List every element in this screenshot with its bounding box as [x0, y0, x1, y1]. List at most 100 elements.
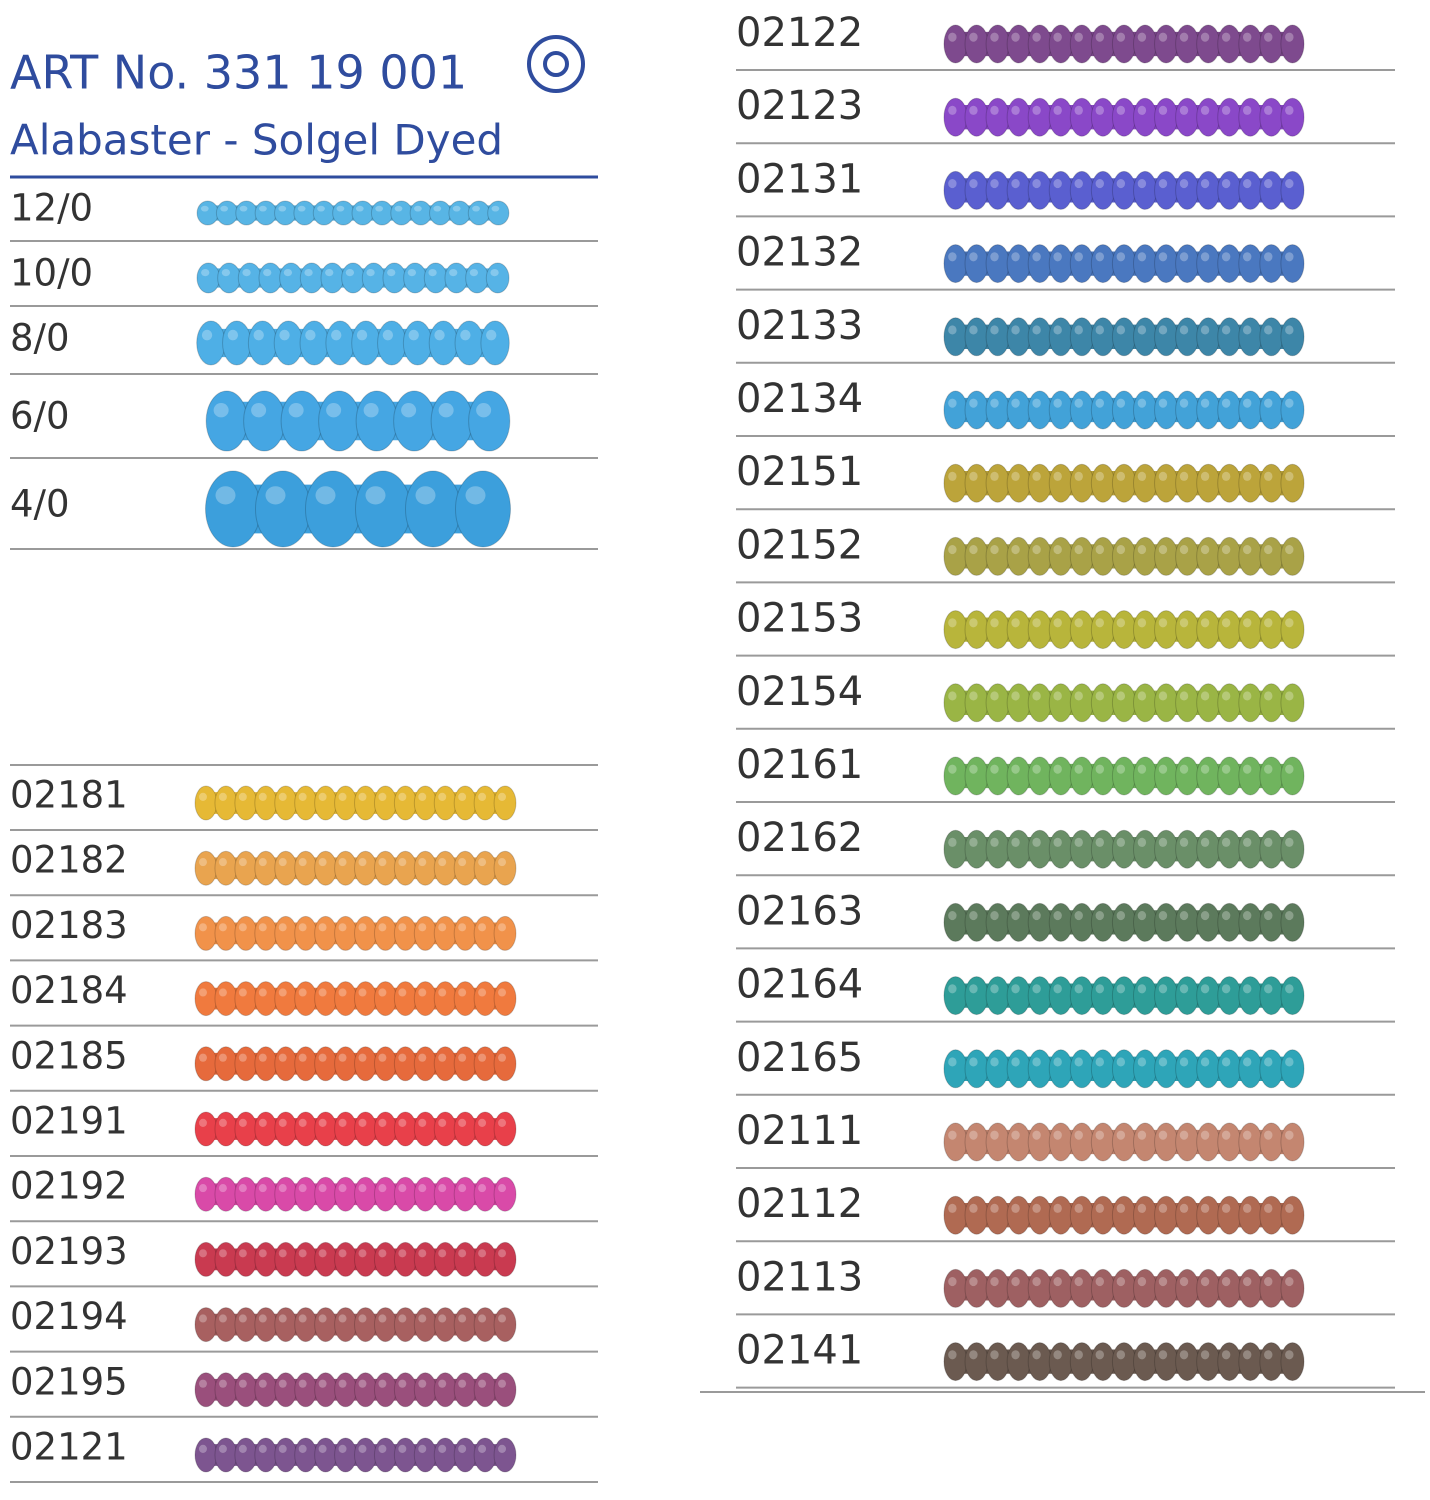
bead [453, 850, 477, 886]
bead [1259, 24, 1284, 64]
bead-highlight [458, 1379, 467, 1388]
bead-highlight [1179, 32, 1189, 42]
bead [354, 785, 377, 821]
bead [1111, 1049, 1137, 1089]
bead [196, 200, 219, 226]
bead-highlight [1074, 545, 1083, 555]
bead-highlight [1221, 1130, 1231, 1140]
bead-highlight [948, 764, 957, 774]
bead [1027, 756, 1052, 796]
bead-highlight [398, 1379, 407, 1388]
bead [234, 1241, 258, 1277]
bead [214, 850, 238, 886]
bead-highlight [1053, 837, 1062, 847]
bead-highlight [969, 618, 978, 628]
bead-highlight [1116, 837, 1126, 847]
bead [453, 1307, 477, 1343]
bead [1259, 829, 1284, 869]
bead [1069, 610, 1094, 650]
bead [373, 1046, 397, 1082]
bead-highlight [358, 1249, 367, 1258]
bead [1196, 536, 1221, 576]
bead-highlight [1285, 32, 1294, 42]
bead-highlight [215, 486, 236, 505]
bead-highlight [378, 792, 387, 801]
bead-highlight [259, 205, 267, 212]
bead [413, 981, 437, 1017]
bead [1217, 317, 1242, 357]
bead [1259, 170, 1284, 210]
color-code: 02132 [736, 230, 863, 276]
bead [985, 24, 1010, 64]
bead-highlight [990, 545, 999, 555]
bead-highlight [1053, 1130, 1062, 1140]
bead [493, 1111, 517, 1147]
bead [274, 1241, 298, 1277]
bead [453, 981, 477, 1017]
color-code: 02123 [736, 83, 863, 129]
bead [943, 390, 968, 430]
bead [1090, 536, 1116, 576]
bead-highlight [969, 1130, 978, 1140]
bead-highlight [1285, 179, 1294, 189]
bead-highlight [458, 858, 467, 867]
bead-highlight [1137, 1203, 1147, 1213]
bead-highlight [1053, 105, 1062, 115]
bead-highlight [1074, 911, 1083, 921]
bead [964, 244, 989, 284]
bead [1132, 1342, 1158, 1382]
bead-highlight [378, 858, 387, 867]
bead-strand [943, 756, 1305, 796]
bead [1238, 683, 1263, 723]
bead-highlight [498, 1379, 507, 1388]
bead-highlight [298, 1444, 307, 1453]
bead-strand [943, 1195, 1305, 1235]
bead-highlight [1242, 618, 1252, 628]
color-code: 02185 [10, 1034, 128, 1077]
bead-highlight [1242, 105, 1252, 115]
bead [453, 1176, 477, 1212]
bead-highlight [969, 252, 978, 262]
bead [1090, 1195, 1116, 1235]
bead-highlight [1116, 32, 1126, 42]
bead-highlight [1053, 691, 1062, 701]
bead-highlight [458, 1118, 467, 1127]
bead-highlight [1074, 984, 1083, 994]
bead-highlight [948, 471, 957, 481]
bead-highlight [298, 1118, 307, 1127]
bead [1069, 24, 1094, 64]
bead-highlight [1158, 984, 1168, 994]
bead-highlight [1095, 1130, 1104, 1140]
bead-highlight [1158, 471, 1168, 481]
bead-highlight [258, 1053, 267, 1062]
bead [234, 1372, 258, 1408]
bead-highlight [418, 792, 427, 801]
bead [1280, 1195, 1305, 1235]
bead-highlight [1116, 545, 1126, 555]
bead [1259, 536, 1284, 576]
bead-highlight [318, 1379, 327, 1388]
bead-highlight [1179, 398, 1189, 408]
bead-highlight [1200, 1350, 1210, 1360]
bead [1154, 1268, 1179, 1308]
bead-highlight [251, 403, 267, 418]
bead [355, 470, 411, 548]
bead-highlight [1158, 691, 1168, 701]
bead-highlight [1053, 545, 1062, 555]
bead-highlight [478, 1249, 487, 1258]
bead-highlight [1285, 1350, 1294, 1360]
bead-strand [205, 390, 511, 452]
bead-highlight [378, 1314, 387, 1323]
bead-highlight [948, 984, 957, 994]
bead-strand [943, 317, 1305, 357]
bead [1048, 536, 1073, 576]
bead [1027, 317, 1052, 357]
bead [433, 1437, 457, 1473]
bead [985, 1342, 1010, 1382]
bead-highlight [1074, 325, 1083, 335]
bead [334, 981, 357, 1017]
bead-highlight [1011, 618, 1020, 628]
bead-highlight [1074, 398, 1083, 408]
color-code: 02113 [736, 1254, 863, 1300]
bead-highlight [1221, 471, 1231, 481]
